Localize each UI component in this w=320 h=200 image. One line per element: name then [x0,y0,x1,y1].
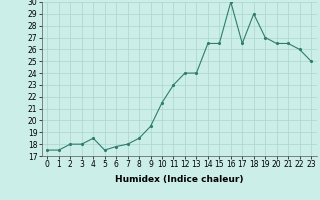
X-axis label: Humidex (Indice chaleur): Humidex (Indice chaleur) [115,175,244,184]
